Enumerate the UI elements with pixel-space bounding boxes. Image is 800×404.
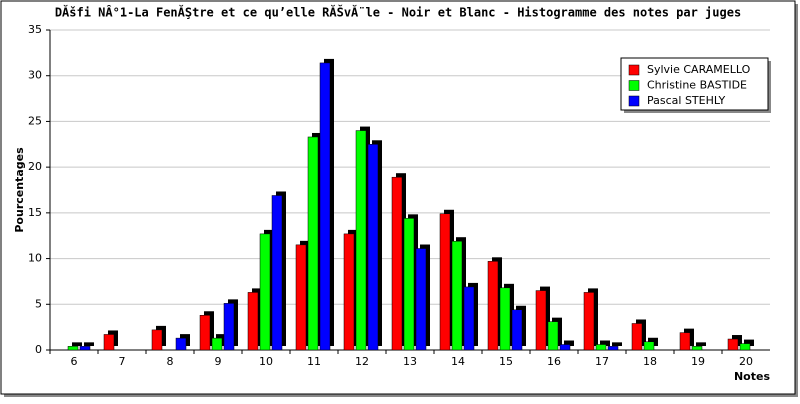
bar [103, 334, 115, 351]
legend-swatch [628, 80, 640, 91]
x-tick-label: 8 [167, 355, 174, 368]
y-tick-label: 30 [28, 69, 42, 82]
x-tick-label: 12 [355, 355, 369, 368]
x-tick-label: 17 [595, 355, 609, 368]
y-tick-label: 35 [28, 23, 42, 36]
bar-shadow [744, 339, 754, 346]
bar [211, 337, 223, 351]
bar-shadow [564, 340, 574, 346]
bar [739, 343, 751, 351]
bar [595, 344, 607, 351]
bar [67, 346, 79, 351]
bar [223, 303, 235, 351]
x-tick-label: 16 [547, 355, 561, 368]
x-tick-label: 9 [215, 355, 222, 368]
bar [259, 233, 271, 351]
bar [631, 323, 643, 351]
bar [403, 218, 415, 351]
y-tick-label: 25 [28, 114, 42, 127]
bar [415, 248, 427, 351]
bar-shadow [612, 342, 622, 346]
x-tick-label: 6 [71, 355, 78, 368]
legend: Sylvie CARAMELLO Christine BASTIDE Pascal … [620, 57, 771, 113]
legend-swatch [628, 95, 640, 107]
x-tick-label: 11 [307, 355, 321, 368]
legend-label: Christine BASTIDE [647, 79, 747, 92]
chart-title: DĂšfi NÂ°1-La FenĂŞtre et ce qu’elle RĂŠ… [55, 5, 741, 20]
legend-box [620, 57, 769, 111]
bar [559, 344, 571, 351]
bar [511, 309, 523, 351]
x-tick-label: 10 [259, 355, 273, 368]
bar [607, 346, 619, 351]
bar [79, 346, 91, 351]
bar-shadow [696, 342, 706, 346]
x-tick-label: 7 [119, 355, 126, 368]
bar [319, 62, 331, 351]
bar [247, 292, 259, 351]
x-tick-label: 13 [403, 355, 417, 368]
bar [307, 136, 319, 351]
bar [343, 233, 355, 351]
bar [679, 332, 691, 351]
bar [367, 144, 379, 351]
x-tick-label: 15 [499, 355, 513, 368]
bar-shadow [84, 342, 94, 346]
y-tick-label: 20 [28, 160, 42, 173]
bar [199, 315, 211, 351]
bar [643, 341, 655, 351]
bar [547, 321, 559, 351]
y-axis-label: Pourcentages [13, 147, 26, 233]
bar [487, 261, 499, 351]
bar [451, 240, 463, 351]
x-tick-label: 18 [643, 355, 657, 368]
bar [295, 244, 307, 351]
bar [535, 290, 547, 351]
y-tick-label: 0 [35, 343, 42, 356]
bar [271, 195, 283, 351]
x-tick-label: 14 [451, 355, 465, 368]
bar [499, 287, 511, 351]
bar [151, 329, 163, 351]
bar [391, 176, 403, 351]
bar-shadow [600, 340, 610, 346]
x-axis-label: Notes [734, 370, 770, 383]
y-tick-label: 15 [28, 206, 42, 219]
y-tick-label: 10 [28, 252, 42, 265]
legend-swatch [628, 64, 640, 76]
bar [355, 130, 367, 351]
bar [583, 292, 595, 351]
legend-label: Sylvie CARAMELLO [647, 63, 751, 76]
bar [727, 338, 739, 351]
bar [691, 346, 703, 351]
legend-label: Pascal STEHLY [647, 94, 726, 107]
y-tick-label: 5 [35, 297, 42, 310]
bar-shadow [72, 342, 82, 346]
bar [463, 286, 475, 351]
x-tick-label: 19 [691, 355, 705, 368]
x-tick-label: 20 [739, 355, 753, 368]
bar [439, 213, 451, 351]
bar [175, 337, 187, 351]
